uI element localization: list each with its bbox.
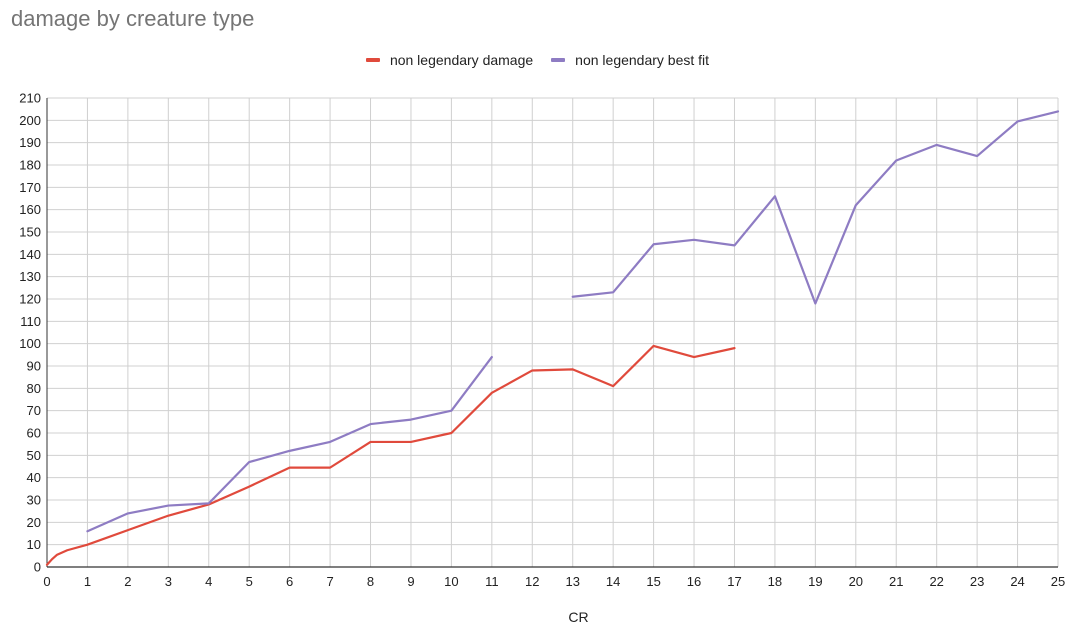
x-tick-label-11: 11 xyxy=(485,574,499,589)
x-tick-label-23: 23 xyxy=(970,574,984,589)
x-axis-label: CR xyxy=(568,609,588,625)
y-tick-label-200: 200 xyxy=(19,113,41,128)
x-tick-label-16: 16 xyxy=(687,574,701,589)
y-tick-label-40: 40 xyxy=(27,470,41,485)
y-tick-label-160: 160 xyxy=(19,202,41,217)
legend-swatch-damage xyxy=(365,58,380,62)
y-tick-label-30: 30 xyxy=(27,493,41,508)
x-tick-label-17: 17 xyxy=(727,574,741,589)
y-tick-label-120: 120 xyxy=(19,292,41,307)
y-tick-label-50: 50 xyxy=(27,448,41,463)
series-line-1-segment-1 xyxy=(571,110,1060,305)
x-tick-label-10: 10 xyxy=(444,574,458,589)
y-tick-label-70: 70 xyxy=(27,403,41,418)
x-tick-label-9: 9 xyxy=(407,574,414,589)
y-tick-label-210: 210 xyxy=(19,91,41,106)
y-tick-label-170: 170 xyxy=(19,180,41,195)
x-tick-label-15: 15 xyxy=(646,574,660,589)
series-line-0-segment-0 xyxy=(45,344,736,566)
y-tick-label-130: 130 xyxy=(19,269,41,284)
x-tick-label-3: 3 xyxy=(165,574,172,589)
legend-label-damage: non legendary damage xyxy=(389,52,534,68)
x-tick-label-13: 13 xyxy=(565,574,579,589)
x-tick-label-19: 19 xyxy=(808,574,822,589)
y-tick-label-10: 10 xyxy=(27,537,41,552)
legend: non legendary damage non legendary best … xyxy=(0,52,1075,68)
legend-item-best-fit[interactable]: non legendary best fit xyxy=(551,52,709,68)
x-tick-label-24: 24 xyxy=(1010,574,1024,589)
series-line-1-segment-0 xyxy=(86,355,493,533)
x-tick-label-0: 0 xyxy=(43,574,50,589)
x-tick-label-8: 8 xyxy=(367,574,374,589)
x-tick-label-4: 4 xyxy=(205,574,212,589)
y-tick-label-150: 150 xyxy=(19,225,41,240)
x-tick-label-6: 6 xyxy=(286,574,293,589)
y-tick-label-140: 140 xyxy=(19,247,41,262)
x-tick-label-22: 22 xyxy=(929,574,943,589)
x-tick-label-20: 20 xyxy=(849,574,863,589)
legend-swatch-best-fit xyxy=(551,58,566,62)
y-tick-label-190: 190 xyxy=(19,135,41,150)
x-tick-label-7: 7 xyxy=(326,574,333,589)
legend-label-best-fit: non legendary best fit xyxy=(575,52,710,68)
y-tick-label-60: 60 xyxy=(27,426,41,441)
y-tick-label-80: 80 xyxy=(27,381,41,396)
x-tick-label-5: 5 xyxy=(246,574,253,589)
x-tick-label-18: 18 xyxy=(768,574,782,589)
chart-title: damage by creature type xyxy=(11,6,255,31)
x-tick-label-1: 1 xyxy=(84,574,91,589)
y-tick-label-100: 100 xyxy=(19,336,41,351)
x-tick-label-25: 25 xyxy=(1051,574,1065,589)
x-tick-label-14: 14 xyxy=(606,574,620,589)
x-tick-label-21: 21 xyxy=(889,574,903,589)
y-tick-label-20: 20 xyxy=(27,515,41,530)
y-tick-label-90: 90 xyxy=(27,359,41,374)
x-tick-label-2: 2 xyxy=(124,574,131,589)
y-tick-label-180: 180 xyxy=(19,158,41,173)
x-tick-label-12: 12 xyxy=(525,574,539,589)
y-tick-label-0: 0 xyxy=(34,560,41,575)
y-tick-label-110: 110 xyxy=(20,314,41,329)
legend-item-damage[interactable]: non legendary damage xyxy=(365,52,534,68)
